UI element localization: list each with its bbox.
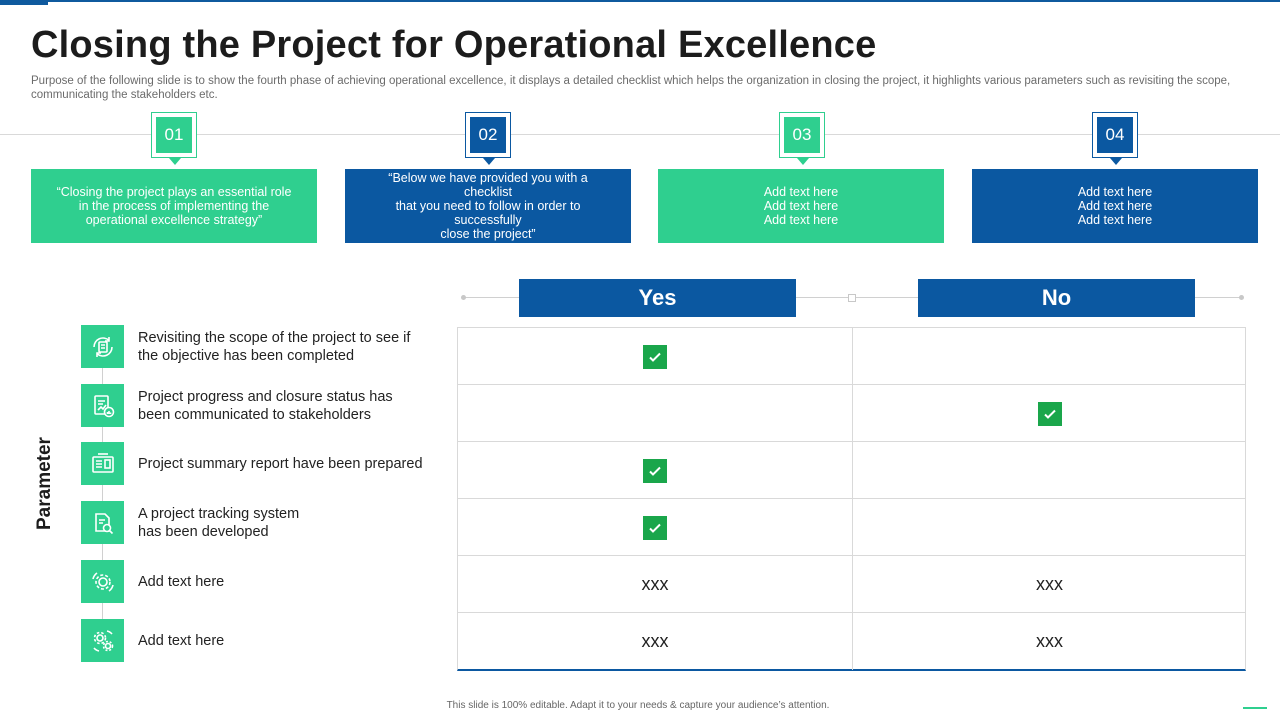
parameter-text: Add text here <box>138 632 438 650</box>
yes-cell <box>458 385 852 442</box>
parameter-text: Project progress and closure status has … <box>138 388 438 424</box>
step-text-line: operational excellence strategy” <box>85 213 263 227</box>
yes-cell <box>458 499 852 556</box>
table-row <box>458 442 1245 499</box>
step-box-03: Add text here Add text here Add text her… <box>658 169 944 243</box>
step-pointer <box>1110 158 1122 165</box>
step-badge-04: 04 <box>1092 112 1138 165</box>
yes-cell: xxx <box>458 613 852 670</box>
no-cell: xxx <box>852 556 1246 613</box>
no-cell <box>852 442 1246 499</box>
parameter-text: Revisiting the scope of the project to s… <box>138 329 438 365</box>
connector-dot <box>461 295 466 300</box>
connector-dot <box>1239 295 1244 300</box>
cell-value: xxx <box>1036 631 1063 651</box>
parameter-text: Add text here <box>138 573 438 591</box>
summary-report-icon <box>81 442 124 485</box>
cell-value: xxx <box>641 574 669 594</box>
step-badge-01: 01 <box>151 112 197 165</box>
cell-value: xxx <box>641 631 669 651</box>
step-text-line: in the process of implementing the <box>78 199 270 213</box>
tracking-search-icon <box>81 501 124 544</box>
parameter-line: the objective has been completed <box>138 348 355 364</box>
step-pointer <box>169 158 181 165</box>
parameter-line: Add text here <box>138 574 225 590</box>
step-text-line: Add text here <box>1077 185 1153 199</box>
step-number: 03 <box>792 125 812 144</box>
step-box-04: Add text here Add text here Add text her… <box>972 169 1258 243</box>
page-title: Closing the Project for Operational Exce… <box>31 24 877 66</box>
top-rule <box>0 0 1280 2</box>
no-cell <box>852 385 1246 442</box>
checklist-grid: xxx xxx xxx xxx <box>457 327 1246 671</box>
table-row: xxx xxx <box>458 613 1245 670</box>
step-box-02: “Below we have provided you with a check… <box>345 169 631 243</box>
parameter-line: Add text here <box>138 633 225 649</box>
step-text-line: Add text here <box>1077 213 1153 227</box>
scope-refresh-icon <box>81 325 124 368</box>
corner-mark <box>1243 707 1267 709</box>
table-row: xxx xxx <box>458 556 1245 613</box>
step-text-line: Add text here <box>763 185 839 199</box>
gears-icon <box>81 619 124 662</box>
report-chart-icon <box>81 384 124 427</box>
step-number: 02 <box>478 125 498 144</box>
parameter-line: been communicated to stakeholders <box>138 407 371 423</box>
top-accent-bar <box>0 0 48 5</box>
parameter-line: has been developed <box>138 524 269 540</box>
table-row <box>458 328 1245 385</box>
yes-cell: xxx <box>458 556 852 613</box>
no-cell <box>852 499 1246 556</box>
no-cell <box>852 328 1246 385</box>
timeline-line <box>0 134 1280 135</box>
step-text-line: “Closing the project plays an essential … <box>56 185 292 199</box>
parameter-connector-line <box>102 345 103 645</box>
page-subtitle: Purpose of the following slide is to sho… <box>31 75 1231 101</box>
cell-value: xxx <box>1036 574 1063 594</box>
parameter-line: A project tracking system <box>138 506 300 522</box>
step-text-line: Add text here <box>763 199 839 213</box>
step-text-line: close the project” <box>440 227 536 241</box>
check-icon <box>1037 401 1062 426</box>
parameter-axis-text: Parameter <box>34 437 55 530</box>
yes-column-header: Yes <box>519 279 796 317</box>
no-cell: xxx <box>852 613 1246 670</box>
parameter-axis-label: Parameter <box>33 437 57 530</box>
step-badge-02: 02 <box>465 112 511 165</box>
footer-note: This slide is 100% editable. Adapt it to… <box>446 700 830 711</box>
step-text-line: Add text here <box>1077 199 1153 213</box>
step-box-01: “Closing the project plays an essential … <box>31 169 317 243</box>
yes-cell <box>458 442 852 499</box>
check-icon <box>643 515 667 540</box>
step-text-line: Add text here <box>763 213 839 227</box>
yes-cell <box>458 328 852 385</box>
step-pointer <box>797 158 809 165</box>
table-row <box>458 499 1245 556</box>
gear-cycle-icon <box>81 560 124 603</box>
step-number: 01 <box>164 125 184 144</box>
step-number: 04 <box>1105 125 1125 144</box>
step-text-line: that you need to follow in order to succ… <box>395 199 581 227</box>
check-icon <box>643 458 667 483</box>
table-row <box>458 385 1245 442</box>
step-badge-03: 03 <box>779 112 825 165</box>
parameter-text: A project tracking system has been devel… <box>138 505 438 541</box>
step-text-line: “Below we have provided you with a check… <box>388 171 588 199</box>
step-pointer <box>483 158 495 165</box>
check-icon <box>643 344 667 369</box>
parameter-line: Revisiting the scope of the project to s… <box>138 330 411 346</box>
connector-square <box>848 294 856 302</box>
parameter-line: Project progress and closure status has <box>138 389 393 405</box>
no-column-header: No <box>918 279 1195 317</box>
parameter-line: Project summary report have been prepare… <box>138 456 423 472</box>
parameter-text: Project summary report have been prepare… <box>138 455 438 473</box>
